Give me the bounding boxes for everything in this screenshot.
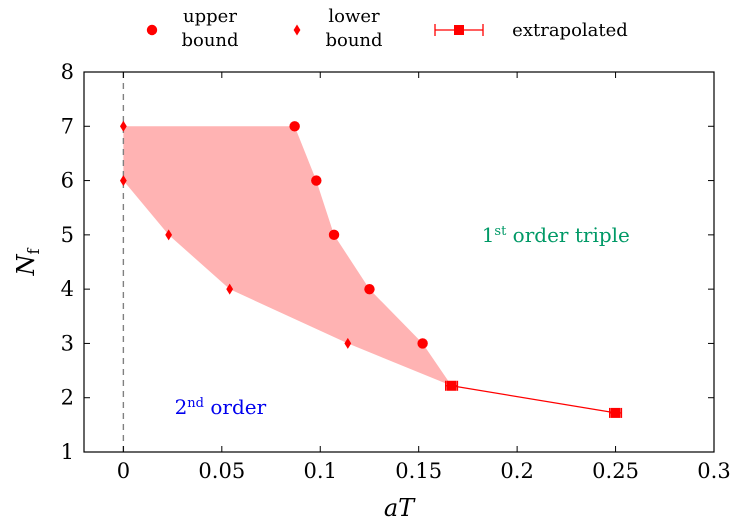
legend-item-upper-bound: upper bound [146,6,239,51]
legend: upper bound lower bound extrapolated [146,6,628,51]
data-point [364,283,375,295]
legend-marker [146,24,158,36]
x-tick-label: 0.05 [198,459,245,483]
legend-label: bound [181,30,238,51]
x-axis-label: aT [384,494,416,522]
legend-marker [293,24,301,36]
band-layer [123,126,452,386]
x-tick-label: 0.25 [592,459,639,483]
annotation-layer: 1st order triple 2nd order [175,223,630,419]
x-tick-label: 0 [117,459,130,483]
legend-item-lower-bound: lower bound [293,6,383,51]
series-layer [119,120,623,418]
y-tick-label: 7 [61,114,74,138]
y-tick-label: 1 [61,440,74,464]
series-line [451,385,616,414]
data-point [289,121,300,132]
data-point [119,175,127,187]
data-point [226,283,234,295]
tick-layer: 0 0.05 0.1 0.15 0.2 0.25 0.3 1 2 3 4 5 6 7 8 [61,60,731,483]
plot-frame [83,71,715,453]
data-point [610,407,621,418]
annotation: 1st order triple [482,223,630,247]
legend-label: lower [328,6,380,27]
series-lower-bound [119,120,352,349]
data-point [165,229,173,241]
x-tick-label: 0.2 [500,459,533,483]
data-point [344,337,352,349]
data-point [119,120,127,132]
data-point [446,380,457,391]
x-tick-label: 0.3 [697,459,730,483]
series-upper-bound [289,121,428,349]
legend-item-extrapolated: extrapolated [434,20,628,41]
y-tick-label: 6 [61,169,74,193]
y-tick-label: 8 [61,60,74,84]
data-point [311,175,322,186]
confidence-band [123,126,452,386]
y-axis-label: Nf [12,247,43,276]
data-point [328,229,340,241]
legend-label: bound [325,30,382,51]
y-tick-label: 4 [61,277,74,301]
y-tick-label: 3 [61,331,74,355]
x-tick-label: 0.1 [304,459,337,483]
y-tick-label: 2 [61,386,74,410]
series-extrapolated [445,380,623,418]
legend-marker [454,25,464,35]
legend-label: extrapolated [512,20,628,41]
plot-area: 1st order triple 2nd order 0 0.05 0.1 0.15 0.… [61,60,731,483]
data-point [417,338,428,349]
annotation: 2nd order [175,395,267,419]
y-tick-label: 5 [61,223,74,247]
legend-label: upper [183,6,237,27]
x-tick-label: 0.15 [395,459,442,483]
